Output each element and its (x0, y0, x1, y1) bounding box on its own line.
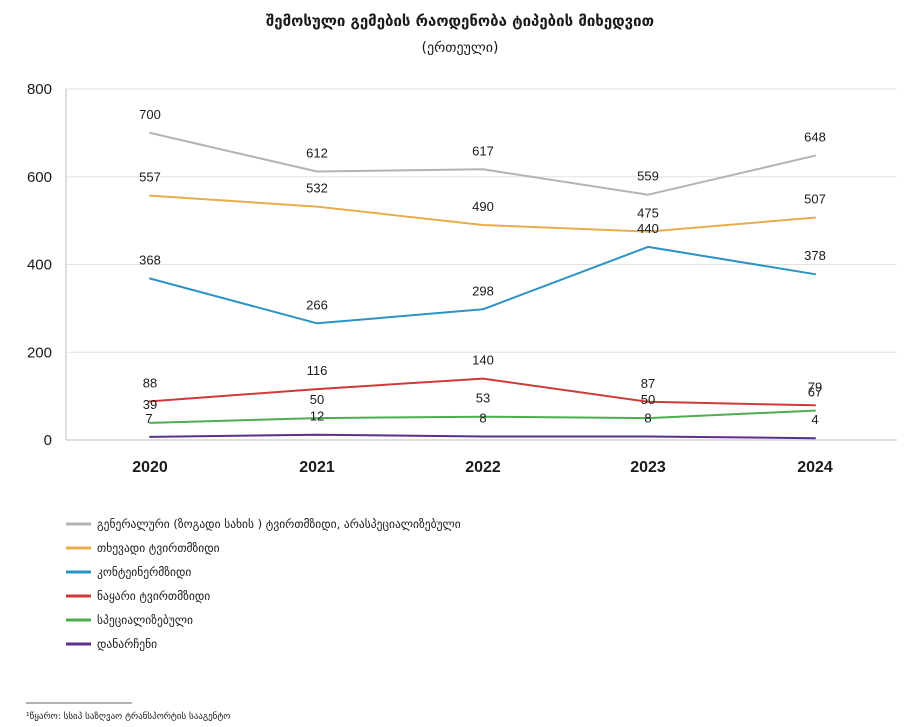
x-tick-label: 2024 (797, 459, 833, 476)
data-label: 87 (641, 376, 655, 391)
data-label: 53 (476, 391, 490, 406)
y-tick-label: 600 (27, 169, 52, 186)
data-label: 39 (143, 397, 157, 412)
data-label: 7 (145, 411, 152, 426)
data-label: 4 (811, 412, 818, 427)
data-label: 140 (472, 353, 494, 368)
data-label: 700 (139, 107, 161, 122)
data-label: 557 (139, 170, 161, 185)
x-tick-label: 2021 (299, 459, 335, 476)
data-label: 266 (306, 297, 328, 312)
data-label: 298 (472, 283, 494, 298)
data-label: 116 (307, 363, 328, 378)
legend-label: კონტეინერმზიდი (97, 565, 191, 579)
y-tick-label: 400 (27, 257, 52, 274)
data-label: 532 (306, 181, 328, 196)
x-tick-label: 2020 (132, 459, 168, 476)
data-label: 8 (644, 410, 651, 425)
data-label: 648 (804, 130, 826, 145)
data-label: 440 (637, 221, 659, 236)
legend-label: დანარჩენი (97, 637, 157, 651)
chart-subtitle: (ერთეული) (422, 39, 499, 56)
x-tick-label: 2023 (630, 459, 666, 476)
data-label: 368 (139, 253, 161, 268)
data-label: 50 (641, 392, 655, 407)
line-chart: შემოსული გემების რაოდენობა ტიპების მიხედ… (0, 0, 917, 727)
y-tick-label: 800 (27, 81, 52, 98)
data-label: 88 (143, 375, 157, 390)
data-label: 475 (637, 206, 659, 221)
legend: გენერალური (ზოგადი სახის ) ტვირთმზიდი, ა… (66, 517, 461, 651)
data-label: 612 (306, 145, 328, 160)
y-tick-label: 0 (44, 432, 52, 449)
y-tick-label: 200 (27, 344, 52, 361)
data-label: 490 (472, 199, 494, 214)
legend-label: გენერალური (ზოგადი სახის ) ტვირთმზიდი, ა… (97, 517, 461, 531)
legend-label: თხევადი ტვირთმზიდი (97, 541, 220, 555)
chart-title: შემოსული გემების რაოდენობა ტიპების მიხედ… (266, 12, 654, 30)
series-line (150, 133, 815, 195)
data-label: 507 (804, 192, 826, 207)
source-note: ¹წყარო: სსიპ საზღვაო ტრანსპორტის სააგენტ… (26, 711, 230, 722)
data-label: 378 (804, 248, 826, 263)
data-label: 617 (472, 143, 494, 158)
legend-label: ნაყარი ტვირთმზიდი (97, 589, 210, 603)
data-label: 12 (310, 409, 324, 424)
series-line (150, 435, 815, 439)
legend-label: სპეციალიზებული (97, 613, 193, 627)
x-tick-label: 2022 (465, 459, 501, 476)
data-label: 559 (637, 169, 659, 184)
data-label: 50 (310, 392, 324, 407)
data-label: 67 (808, 385, 822, 400)
data-label: 8 (479, 410, 486, 425)
